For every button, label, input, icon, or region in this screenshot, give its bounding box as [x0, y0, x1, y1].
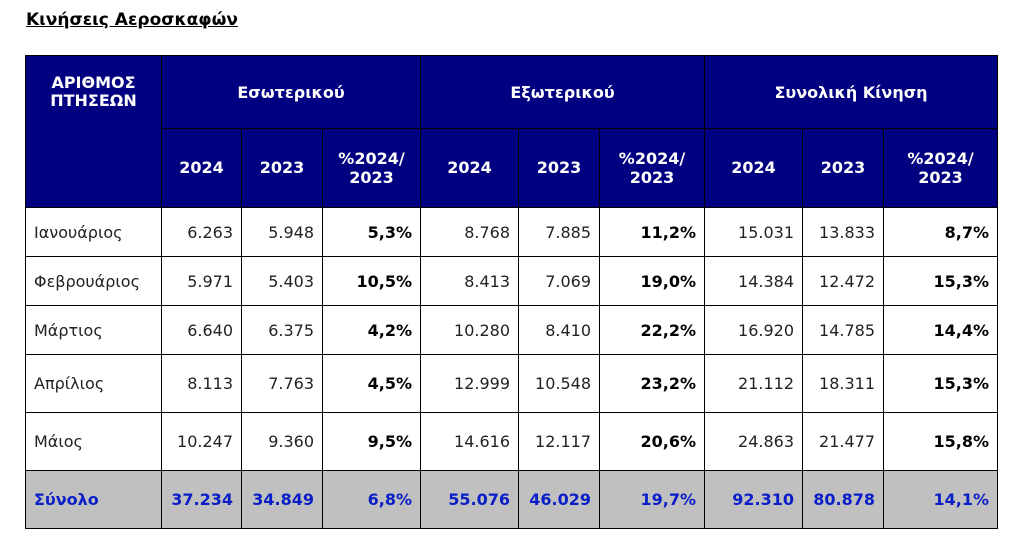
value-cell: 15.031 [704, 207, 803, 257]
value-cell: 6.375 [241, 305, 323, 355]
value-cell: 6.640 [161, 305, 242, 355]
flights-table: ΑΡΙΘΜΟΣ ΠΤΗΣΕΩΝ Εσωτερικού Εξωτερικού Συ… [25, 55, 999, 529]
change-cell: 5,3% [322, 207, 421, 257]
change-cell: 20,6% [599, 412, 705, 471]
value-cell: 13.833 [802, 207, 884, 257]
value-cell: 5.948 [241, 207, 323, 257]
total-value-cell: 80.878 [802, 470, 884, 529]
change-cell: 15,3% [882, 256, 999, 306]
change-cell: 15,3% [882, 354, 999, 413]
value-cell: 16.920 [704, 305, 803, 355]
value-cell: 12.117 [518, 412, 600, 471]
value-cell: 8.768 [420, 207, 519, 257]
value-cell: 8.113 [161, 354, 242, 413]
value-cell: 8.410 [518, 305, 600, 355]
total-value-cell: 55.076 [420, 470, 519, 529]
change-cell: 9,5% [322, 412, 421, 471]
group-header-international: Εξωτερικού [420, 55, 705, 129]
change-cell: 4,2% [322, 305, 421, 355]
value-cell: 18.311 [802, 354, 884, 413]
subheader-year-2024: 2024 [161, 128, 242, 208]
value-cell: 14.616 [420, 412, 519, 471]
change-cell: 8,7% [882, 207, 999, 257]
change-cell: 4,5% [322, 354, 421, 413]
value-cell: 7.069 [518, 256, 600, 306]
table-row: Μάιος 10.247 9.360 9,5% 14.616 12.117 20… [25, 412, 999, 471]
group-header-total-traffic: Συνολική Κίνηση [703, 55, 999, 129]
value-cell: 21.477 [802, 412, 884, 471]
value-cell: 6.263 [161, 207, 242, 257]
table-row: Μάρτιος 6.640 6.375 4,2% 10.280 8.410 22… [25, 305, 999, 355]
month-cell: Απρίλιος [25, 354, 162, 413]
total-change-cell: 19,7% [599, 470, 705, 529]
value-cell: 5.403 [241, 256, 323, 306]
change-cell: 19,0% [599, 256, 705, 306]
table-row: Φεβρουάριος 5.971 5.403 10,5% 8.413 7.06… [25, 256, 999, 306]
change-cell: 23,2% [599, 354, 705, 413]
group-header-domestic: Εσωτερικού [161, 55, 421, 129]
change-cell: 14,4% [882, 305, 999, 355]
value-cell: 24.863 [704, 412, 803, 471]
subheader-year-2023: 2023 [241, 128, 323, 208]
subheader-year-2023: 2023 [802, 128, 884, 208]
month-cell: Μάιος [25, 412, 162, 471]
value-cell: 7.763 [241, 354, 323, 413]
month-cell: Μάρτιος [25, 305, 162, 355]
month-cell: Ιανουάριος [25, 207, 162, 257]
month-cell: Φεβρουάριος [25, 256, 162, 306]
total-change-cell: 14,1% [882, 470, 999, 529]
corner-header: ΑΡΙΘΜΟΣ ΠΤΗΣΕΩΝ [25, 55, 162, 208]
total-row: Σύνολο 37.234 34.849 6,8% 55.076 46.029 … [25, 470, 999, 529]
change-cell: 22,2% [599, 305, 705, 355]
subheader-year-2024: 2024 [704, 128, 803, 208]
page-title: Κινήσεις Αεροσκαφών [26, 10, 238, 30]
value-cell: 8.413 [420, 256, 519, 306]
value-cell: 12.999 [420, 354, 519, 413]
subheader-change: %2024/ 2023 [599, 128, 705, 208]
subheader-year-2023: 2023 [518, 128, 600, 208]
value-cell: 7.885 [518, 207, 600, 257]
value-cell: 14.384 [704, 256, 803, 306]
total-label: Σύνολο [25, 470, 162, 529]
table-row: Απρίλιος 8.113 7.763 4,5% 12.999 10.548 … [25, 354, 999, 413]
change-cell: 15,8% [882, 412, 999, 471]
total-change-cell: 6,8% [322, 470, 421, 529]
value-cell: 14.785 [802, 305, 884, 355]
change-cell: 10,5% [322, 256, 421, 306]
value-cell: 12.472 [802, 256, 884, 306]
subheader-change: %2024/ 2023 [322, 128, 421, 208]
value-cell: 10.548 [518, 354, 600, 413]
total-value-cell: 37.234 [161, 470, 242, 529]
value-cell: 5.971 [161, 256, 242, 306]
subheader-year-2024: 2024 [420, 128, 519, 208]
subheader-change: %2024/ 2023 [882, 128, 999, 208]
total-value-cell: 34.849 [241, 470, 323, 529]
total-value-cell: 46.029 [518, 470, 600, 529]
table-row: Ιανουάριος 6.263 5.948 5,3% 8.768 7.885 … [25, 207, 999, 257]
value-cell: 10.280 [420, 305, 519, 355]
value-cell: 21.112 [704, 354, 803, 413]
change-cell: 11,2% [599, 207, 705, 257]
total-value-cell: 92.310 [704, 470, 803, 529]
value-cell: 10.247 [161, 412, 242, 471]
value-cell: 9.360 [241, 412, 323, 471]
